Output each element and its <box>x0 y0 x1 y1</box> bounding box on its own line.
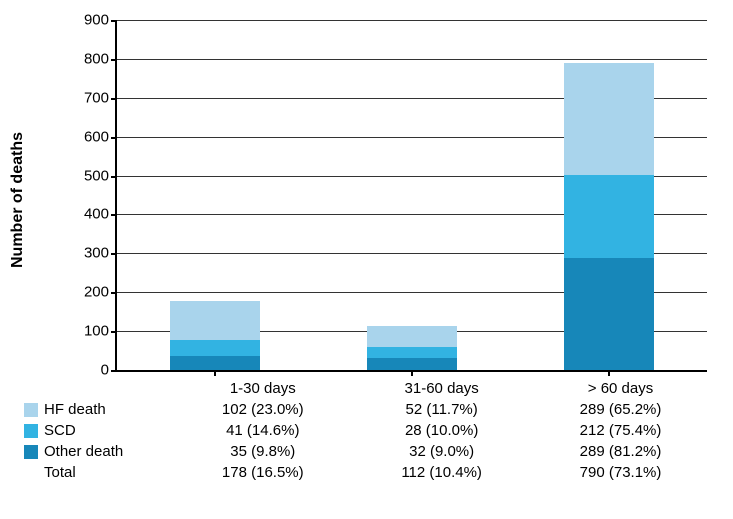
bar-segment <box>564 175 654 257</box>
bar-segment <box>170 356 260 370</box>
y-tick-label: 600 <box>84 128 117 145</box>
y-tick-label: 900 <box>84 12 117 29</box>
x-tick-mark <box>214 370 216 376</box>
legend-label-text: SCD <box>44 422 76 439</box>
bar <box>564 63 654 370</box>
x-tick-mark <box>411 370 413 376</box>
bar-segment <box>367 347 457 358</box>
table-cell: 112 (10.4%) <box>352 462 531 483</box>
legend-label-text: Total <box>44 464 76 481</box>
bar-segment <box>564 258 654 370</box>
legend-swatch-empty <box>24 466 38 480</box>
table-cell: 178 (16.5%) <box>173 462 352 483</box>
table-cell: 102 (23.0%) <box>173 399 352 420</box>
gridline <box>117 20 707 21</box>
legend-swatch <box>24 445 38 459</box>
x-tick-mark <box>608 370 610 376</box>
legend-label-text: HF death <box>44 401 106 418</box>
gridline <box>117 59 707 60</box>
bar-segment <box>367 326 457 346</box>
table-row: Other death 35 (9.8%)32 (9.0%)289 (81.2%) <box>20 441 710 462</box>
table-cell: 32 (9.0%) <box>352 441 531 462</box>
legend-swatch <box>24 403 38 417</box>
table-cell: 28 (10.0%) <box>352 420 531 441</box>
legend-row-label: HF death <box>20 399 173 420</box>
y-tick-label: 0 <box>101 362 117 379</box>
table-row: SCD 41 (14.6%)28 (10.0%)212 (75.4%) <box>20 420 710 441</box>
x-axis-label: 1-30 days <box>173 378 352 399</box>
table-cell: 52 (11.7%) <box>352 399 531 420</box>
table-row: Total 178 (16.5%)112 (10.4%)790 (73.1%) <box>20 462 710 483</box>
bar-segment <box>564 63 654 175</box>
legend-row-label: SCD <box>20 420 173 441</box>
table-cell: 790 (73.1%) <box>531 462 710 483</box>
bar-segment <box>367 358 457 370</box>
table-cell: 289 (65.2%) <box>531 399 710 420</box>
table-cell: 41 (14.6%) <box>173 420 352 441</box>
x-axis-label: 31-60 days <box>352 378 531 399</box>
figure: Number of deaths 01002003004005006007008… <box>0 0 733 519</box>
y-tick-label: 700 <box>84 89 117 106</box>
y-tick-label: 100 <box>84 323 117 340</box>
plot-area: 0100200300400500600700800900 <box>115 20 707 372</box>
y-tick-label: 800 <box>84 50 117 67</box>
table-row: HF death 102 (23.0%)52 (11.7%)289 (65.2%) <box>20 399 710 420</box>
bar-segment <box>170 301 260 341</box>
bar <box>367 326 457 370</box>
legend-row-label: Total <box>20 462 173 483</box>
y-tick-label: 300 <box>84 245 117 262</box>
data-table: 1-30 days31-60 days> 60 days HF death 102 … <box>20 378 710 483</box>
y-tick-label: 500 <box>84 167 117 184</box>
table-header-blank <box>20 378 173 399</box>
table-cell: 35 (9.8%) <box>173 441 352 462</box>
x-axis-label: > 60 days <box>531 378 710 399</box>
bar-segment <box>170 340 260 356</box>
table-header-row: 1-30 days31-60 days> 60 days <box>20 378 710 399</box>
y-axis-label: Number of deaths <box>9 132 27 268</box>
table-cell: 289 (81.2%) <box>531 441 710 462</box>
bar <box>170 301 260 370</box>
y-tick-label: 200 <box>84 284 117 301</box>
table-cell: 212 (75.4%) <box>531 420 710 441</box>
legend-row-label: Other death <box>20 441 173 462</box>
y-tick-label: 400 <box>84 206 117 223</box>
legend-swatch <box>24 424 38 438</box>
legend-label-text: Other death <box>44 443 123 460</box>
